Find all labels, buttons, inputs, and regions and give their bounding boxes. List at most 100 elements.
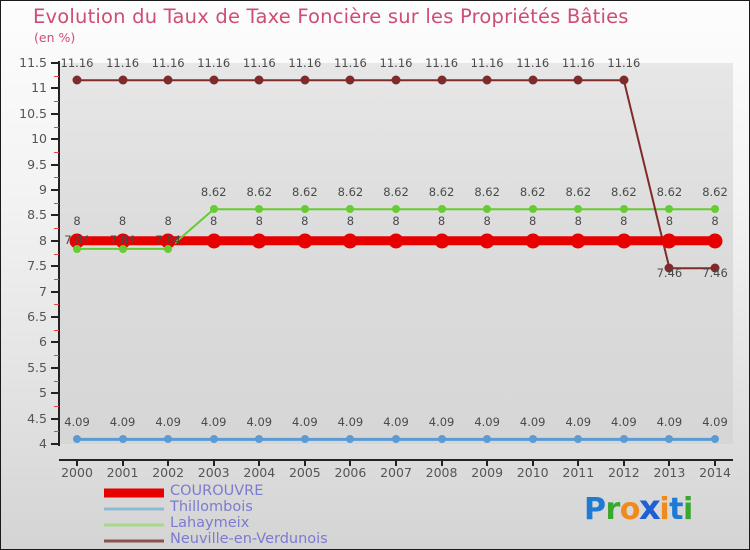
data-point-marker[interactable]: [255, 205, 264, 214]
data-point-marker[interactable]: [346, 435, 355, 444]
data-point-marker[interactable]: [73, 244, 81, 253]
x-axis-label: 2011: [562, 465, 595, 480]
data-point-marker[interactable]: [163, 75, 173, 85]
data-point-marker[interactable]: [664, 263, 674, 273]
data-point-label: 7.84: [155, 232, 181, 247]
legend-label: COUROUVRE: [170, 483, 264, 499]
y-axis-label: 7.5: [27, 258, 47, 274]
data-point-marker[interactable]: [483, 205, 492, 214]
data-point-label: 8: [118, 213, 127, 228]
legend-item[interactable]: Thillombois: [104, 499, 434, 517]
data-point-marker[interactable]: [392, 205, 400, 214]
data-point-marker[interactable]: [437, 435, 446, 444]
y-axis-minor-tick: [54, 75, 59, 77]
data-point-marker[interactable]: [115, 233, 131, 249]
data-point-marker[interactable]: [711, 205, 719, 214]
data-point-label: 4.09: [246, 415, 273, 430]
data-point-marker[interactable]: [574, 435, 583, 444]
y-axis-label: 7: [39, 283, 47, 299]
legend-swatch: [104, 523, 164, 527]
data-point-marker[interactable]: [573, 75, 583, 85]
data-point-marker[interactable]: [300, 75, 310, 85]
data-point-marker[interactable]: [255, 435, 264, 444]
x-axis-tick: [531, 459, 534, 466]
data-point-marker[interactable]: [297, 233, 313, 249]
y-axis-label: 11: [31, 80, 47, 96]
data-point-marker[interactable]: [528, 75, 538, 85]
data-point-marker[interactable]: [164, 435, 173, 444]
data-point-marker[interactable]: [160, 233, 176, 249]
data-point-marker[interactable]: [711, 435, 719, 444]
data-point-marker[interactable]: [710, 263, 720, 273]
y-axis-tick: [51, 366, 59, 369]
y-axis-tick: [51, 112, 59, 115]
data-point-label: 7.84: [64, 232, 90, 247]
legend-label: Lahaymeix: [170, 515, 250, 531]
proxiti-logo[interactable]: Proxiti: [584, 488, 693, 528]
data-point-label: 8: [346, 213, 355, 228]
data-point-marker[interactable]: [209, 75, 219, 85]
data-point-marker[interactable]: [251, 233, 267, 249]
data-point-marker[interactable]: [342, 233, 358, 249]
x-axis-tick: [121, 459, 124, 466]
data-point-marker[interactable]: [525, 233, 541, 249]
data-point-marker[interactable]: [346, 205, 355, 214]
data-point-marker[interactable]: [528, 205, 537, 214]
data-point-marker[interactable]: [254, 75, 264, 85]
data-point-marker[interactable]: [665, 435, 674, 444]
y-axis-label: 11.5: [19, 55, 47, 70]
data-point-marker[interactable]: [300, 435, 309, 444]
y-axis-minor-tick: [54, 101, 59, 103]
data-point-marker[interactable]: [437, 205, 446, 214]
y-axis-minor-tick: [54, 431, 59, 433]
data-point-label: 4.09: [109, 415, 136, 430]
data-point-marker[interactable]: [479, 233, 495, 249]
data-point-marker[interactable]: [300, 205, 309, 214]
data-point-marker[interactable]: [206, 233, 222, 249]
data-point-marker[interactable]: [528, 435, 537, 444]
data-point-marker[interactable]: [118, 244, 127, 253]
legend-item[interactable]: Lahaymeix: [104, 515, 434, 533]
data-point-marker[interactable]: [392, 435, 400, 444]
y-axis-tick: [51, 341, 59, 344]
data-point-marker[interactable]: [209, 435, 218, 444]
logo-letter: o: [619, 492, 641, 527]
data-point-label: 11.16: [151, 56, 185, 71]
data-point-marker[interactable]: [437, 75, 447, 85]
data-point-marker[interactable]: [391, 75, 401, 85]
data-point-label: 11.16: [197, 56, 231, 71]
data-point-marker[interactable]: [616, 233, 632, 249]
data-point-marker[interactable]: [619, 205, 628, 214]
data-point-marker[interactable]: [388, 233, 404, 249]
data-point-marker[interactable]: [482, 75, 492, 85]
data-point-marker[interactable]: [72, 75, 82, 85]
data-point-marker[interactable]: [707, 233, 723, 249]
data-point-marker[interactable]: [73, 435, 81, 444]
legend-item[interactable]: COUROUVRE: [104, 483, 434, 501]
data-point-marker[interactable]: [434, 233, 450, 249]
y-axis-tick: [51, 214, 59, 217]
data-point-marker[interactable]: [345, 75, 355, 85]
y-axis-tick: [51, 163, 59, 166]
y-axis-tick: [51, 443, 59, 445]
data-point-marker[interactable]: [661, 233, 677, 249]
data-point-marker[interactable]: [209, 205, 218, 214]
data-point-marker[interactable]: [118, 435, 127, 444]
data-point-marker[interactable]: [164, 244, 173, 253]
legend-item[interactable]: Neuville-en-Verdunois: [104, 531, 434, 549]
data-point-marker[interactable]: [570, 233, 586, 249]
data-point-marker[interactable]: [619, 435, 628, 444]
data-point-label: 11.16: [379, 56, 413, 71]
data-point-label: 11.16: [516, 56, 550, 71]
chart-legend: COUROUVRE Thillombois Lahaymeix Neuville-en…: [104, 483, 434, 549]
data-point-marker[interactable]: [483, 435, 492, 444]
data-point-marker[interactable]: [118, 75, 128, 85]
data-point-marker[interactable]: [69, 233, 85, 249]
data-point-marker[interactable]: [574, 205, 583, 214]
data-point-marker[interactable]: [619, 75, 629, 85]
y-axis-label: 8.5: [27, 207, 47, 223]
logo-letter: r: [605, 492, 621, 527]
x-axis-label: 2007: [380, 465, 412, 480]
y-axis-label: 10.5: [19, 105, 47, 121]
data-point-marker[interactable]: [665, 205, 674, 214]
